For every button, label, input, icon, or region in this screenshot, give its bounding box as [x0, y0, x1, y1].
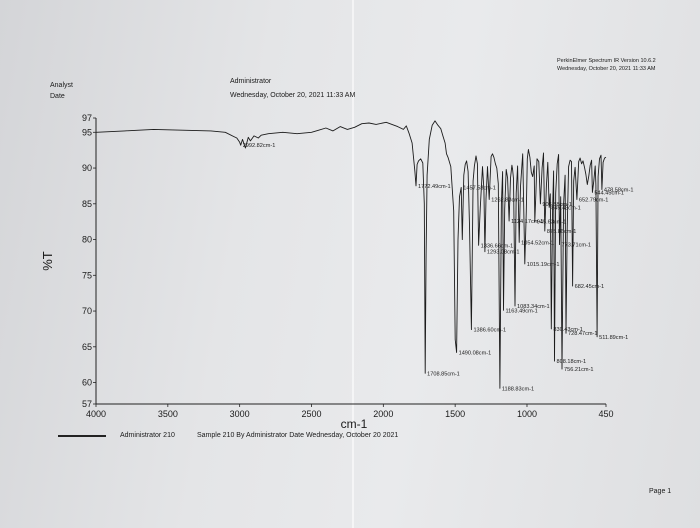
legend-label: Administrator 210 [120, 432, 175, 439]
y-tick-label: 57 [82, 399, 92, 409]
page-number: Page 1 [649, 488, 672, 495]
legend-line-swatch [58, 435, 106, 437]
y-tick-label: 90 [82, 163, 92, 173]
y-tick-label: 65 [82, 342, 92, 352]
peak-label: 845.43cm-1 [551, 205, 581, 211]
peak-label: 728.47cm-1 [568, 331, 598, 337]
peak-label: 511.89cm-1 [599, 335, 628, 341]
peak-label: 1336.66cm-1 [481, 243, 514, 249]
x-tick-label: 1000 [517, 409, 537, 419]
peak-label: 1083.34cm-1 [517, 304, 550, 310]
x-tick-label: 2000 [373, 409, 393, 419]
x-tick-label: 2500 [301, 409, 321, 419]
peak-label: 1163.49cm-1 [505, 308, 537, 314]
y-tick-label: 85 [82, 199, 92, 209]
peak-label: 2992.82cm-1 [243, 143, 276, 149]
peak-label: 808.18cm-1 [557, 359, 587, 365]
print-date-text: Wednesday, October 20, 2021 11:33 AM [557, 66, 656, 72]
x-tick-label: 450 [598, 409, 613, 419]
peak-label: 906.88cm-1 [542, 202, 572, 208]
peak-label: 1188.83cm-1 [502, 386, 534, 392]
x-tick-label: 3500 [158, 409, 178, 419]
peak-label: 1293.08cm-1 [487, 250, 520, 256]
x-tick-label: 3000 [230, 409, 250, 419]
peak-label: 478.58cm-1 [604, 188, 634, 194]
peak-label: 544.45cm-1 [594, 190, 624, 196]
peak-label: 1015.19cm-1 [527, 262, 560, 268]
peak-label: 875.86cm-1 [547, 229, 577, 235]
y-tick-label: 70 [82, 306, 92, 316]
software-version-text: PerkinElmer Spectrum IR Version 10.6.2 [557, 58, 656, 64]
peak-label: 1772.49cm-1 [418, 184, 451, 190]
spectrum-line [95, 120, 607, 389]
legend-description: Sample 210 By Administrator Date Wednesd… [197, 432, 399, 439]
y-tick-label: 75 [82, 270, 92, 280]
y-tick-label: 97 [82, 113, 92, 123]
peak-label: 1708.85cm-1 [427, 371, 460, 377]
y-tick-label: 80 [82, 235, 92, 245]
paper-fold [352, 0, 354, 528]
peak-label: 1054.52cm-1 [521, 240, 554, 246]
peak-label: 652.79cm-1 [579, 198, 609, 204]
date-value: Wednesday, October 20, 2021 11:33 AM [230, 92, 356, 99]
peak-label: 830.43cm-1 [553, 327, 583, 333]
y-axis-title: %T [40, 251, 55, 271]
date-label: Date [50, 93, 65, 100]
peak-label: 1457.58cm-1 [463, 185, 496, 191]
x-tick-label: 4000 [86, 409, 106, 419]
peak-label: 1124.17cm-1 [511, 219, 543, 225]
analyst-label: Analyst [50, 82, 73, 89]
x-axis-title: cm-1 [341, 417, 368, 431]
x-tick-label: 1500 [445, 409, 465, 419]
peak-label: 682.45cm-1 [575, 284, 605, 290]
peak-label: 1490.08cm-1 [459, 351, 492, 357]
analyst-value: Administrator [230, 78, 272, 85]
peak-label: 945.63cm-1 [537, 220, 567, 226]
y-tick-label: 95 [82, 127, 92, 137]
peak-label: 1386.60cm-1 [473, 328, 506, 334]
peak-label: 773.71cm-1 [561, 243, 591, 249]
y-tick-label: 60 [82, 378, 92, 388]
peak-label: 1262.83cm-1 [491, 198, 524, 204]
peak-label: 756.21cm-1 [564, 367, 594, 373]
